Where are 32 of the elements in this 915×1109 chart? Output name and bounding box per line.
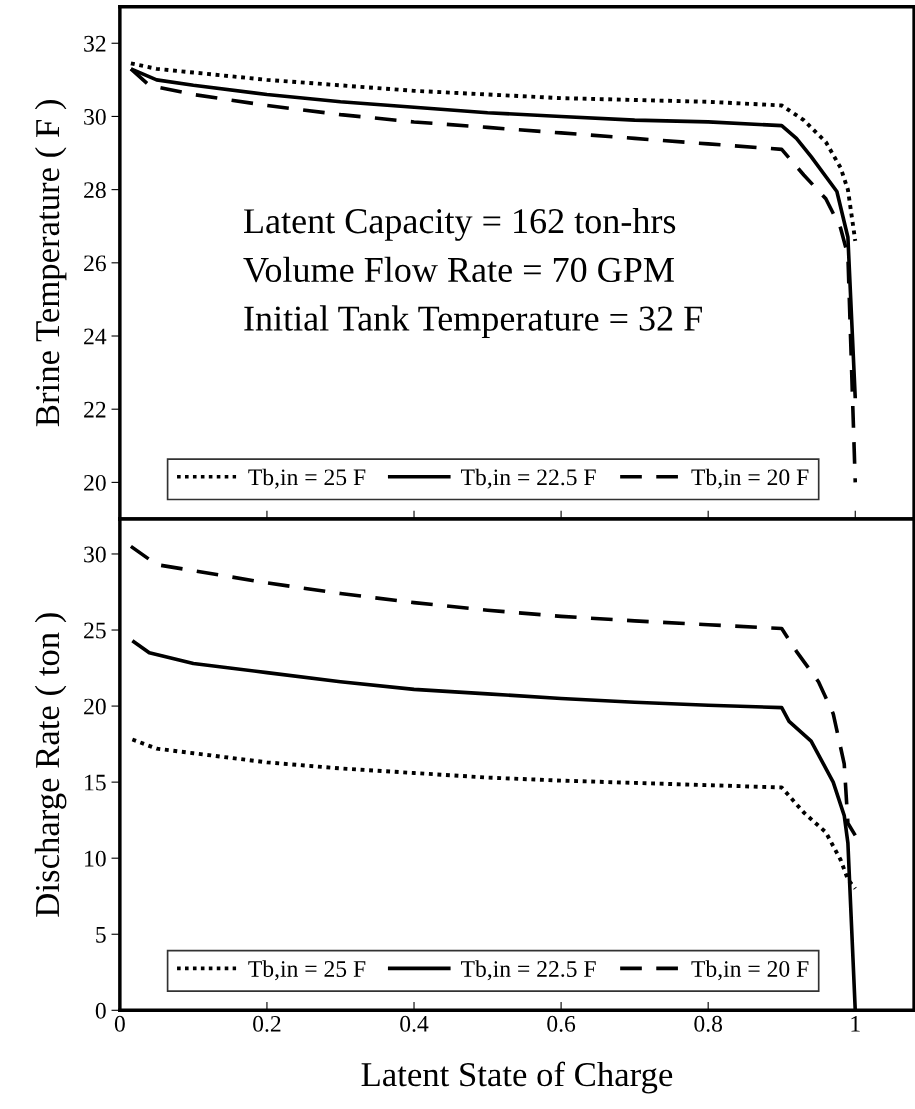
y-tick-label: 15	[85, 774, 106, 791]
y-tick-label: 10	[85, 850, 106, 867]
annotation: Initial Tank Temperature = 32 F	[244, 305, 702, 339]
x-tick-label: 0.4	[400, 1015, 429, 1032]
y-axis-title: Brine Temperature ( F )	[34, 100, 67, 427]
legend-label: Tb,in = 22.5 F	[461, 960, 596, 981]
y-tick-label: 30	[84, 108, 106, 125]
x-tick-label: 0.2	[253, 1015, 281, 1032]
y-tick-label: 30	[84, 546, 106, 563]
y-tick-label: 20	[84, 474, 106, 491]
legend-label: Tb,in = 22.5 F	[461, 468, 596, 489]
x-tick-label: 1	[851, 1015, 860, 1032]
y-tick-label: 5	[96, 926, 106, 943]
x-tick-label: 0.6	[547, 1015, 576, 1032]
x-tick-label: 0.8	[694, 1015, 723, 1032]
y-tick-label: 24	[84, 328, 107, 345]
y-tick-label: 26	[84, 255, 106, 272]
y-tick-label: 25	[84, 622, 106, 639]
annotation: Latent Capacity = 162 ton-hrs	[244, 207, 676, 241]
y-tick-label: 20	[84, 698, 106, 715]
legend-label: Tb,in = 20 F	[691, 960, 809, 981]
x-tick-label: 0	[114, 1015, 125, 1032]
y-axis-title: Discharge Rate ( ton )	[34, 613, 67, 917]
annotation: Volume Flow Rate = 70 GPM	[243, 256, 674, 283]
y-tick-label: 28	[84, 182, 106, 199]
y-tick-label: 22	[84, 401, 106, 418]
y-tick-label: 0	[95, 1002, 106, 1019]
legend-label: Tb,in = 20 F	[691, 468, 809, 489]
legend-label: Tb,in = 25 F	[248, 468, 366, 489]
y-tick-label: 32	[84, 35, 106, 52]
legend-label: Tb,in = 25 F	[248, 960, 366, 981]
x-axis-title: Latent State of Charge	[361, 1061, 673, 1094]
